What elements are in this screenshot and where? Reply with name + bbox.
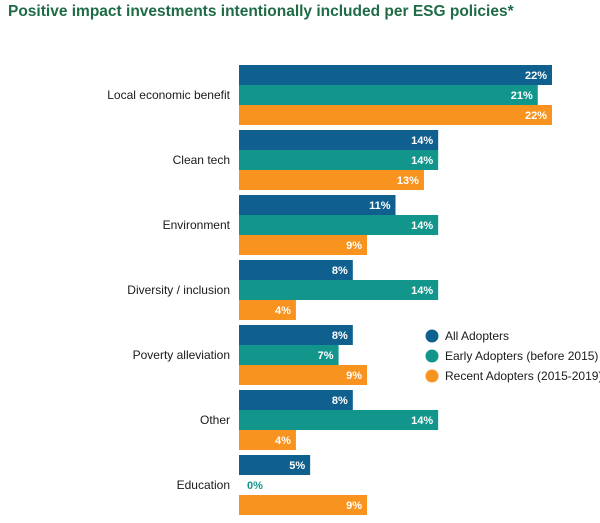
bar-value-label: 11% — [369, 200, 391, 212]
bar-value-label: 13% — [397, 175, 419, 187]
bar — [239, 280, 439, 300]
bar-value-label: 8% — [332, 330, 348, 342]
category-label: Environment — [163, 218, 231, 232]
bar-value-label: 0% — [247, 480, 263, 492]
bar — [239, 390, 353, 410]
category-label: Other — [200, 413, 230, 427]
legend: All Adopters Early Adopters (before 2015)… — [425, 329, 600, 383]
bar-value-label: 8% — [332, 265, 348, 277]
category-labels: Local economic benefit Clean tech Environm… — [107, 88, 230, 492]
bar — [239, 215, 439, 235]
bar — [239, 325, 353, 345]
legend-marker — [425, 349, 439, 363]
bar-value-label: 14% — [411, 415, 433, 427]
bar — [239, 235, 368, 255]
bar — [239, 430, 296, 450]
bar — [239, 345, 339, 365]
bar — [239, 410, 439, 430]
bars-group: 22% 21% 22% 14% 14% 13% 11% 14% 9% 8% 14% 4% 8% 7% 9% 8… — [239, 65, 552, 515]
bar-value-label: 9% — [346, 500, 362, 512]
bar — [239, 150, 439, 170]
bar-value-label: 9% — [346, 240, 362, 252]
bar-value-label: 9% — [346, 370, 362, 382]
legend-label: Recent Adopters (2015-2019) — [445, 369, 600, 383]
category-label: Clean tech — [173, 153, 230, 167]
bar-value-label: 7% — [318, 350, 334, 362]
bar-value-label: 22% — [525, 70, 547, 82]
bar — [239, 455, 311, 475]
legend-label: Early Adopters (before 2015) — [445, 349, 598, 363]
bar-value-label: 14% — [411, 155, 433, 167]
bar — [239, 105, 552, 125]
bar — [239, 65, 552, 85]
category-label: Local economic benefit — [107, 88, 230, 102]
chart-title: Positive impact investments intentionall… — [8, 3, 514, 20]
legend-marker — [425, 369, 439, 383]
legend-marker — [425, 329, 439, 343]
bar — [239, 495, 368, 515]
category-label: Poverty alleviation — [133, 348, 230, 362]
bar — [239, 300, 296, 320]
bar — [239, 85, 538, 105]
bar-value-label: 4% — [275, 305, 291, 317]
bar-value-label: 14% — [411, 285, 433, 297]
bar-value-label: 4% — [275, 435, 291, 447]
bar — [239, 260, 353, 280]
bar-value-label: 14% — [411, 135, 433, 147]
category-label: Education — [177, 478, 230, 492]
bar-value-label: 5% — [289, 460, 305, 472]
bar — [239, 365, 368, 385]
category-label: Diversity / inclusion — [127, 283, 230, 297]
bar — [239, 130, 439, 150]
bar-value-label: 21% — [511, 90, 533, 102]
bar — [239, 195, 396, 215]
bar-value-label: 8% — [332, 395, 348, 407]
bar-value-label: 14% — [411, 220, 433, 232]
bar — [239, 170, 424, 190]
bar-value-label: 22% — [525, 110, 547, 122]
legend-label: All Adopters — [445, 329, 509, 343]
